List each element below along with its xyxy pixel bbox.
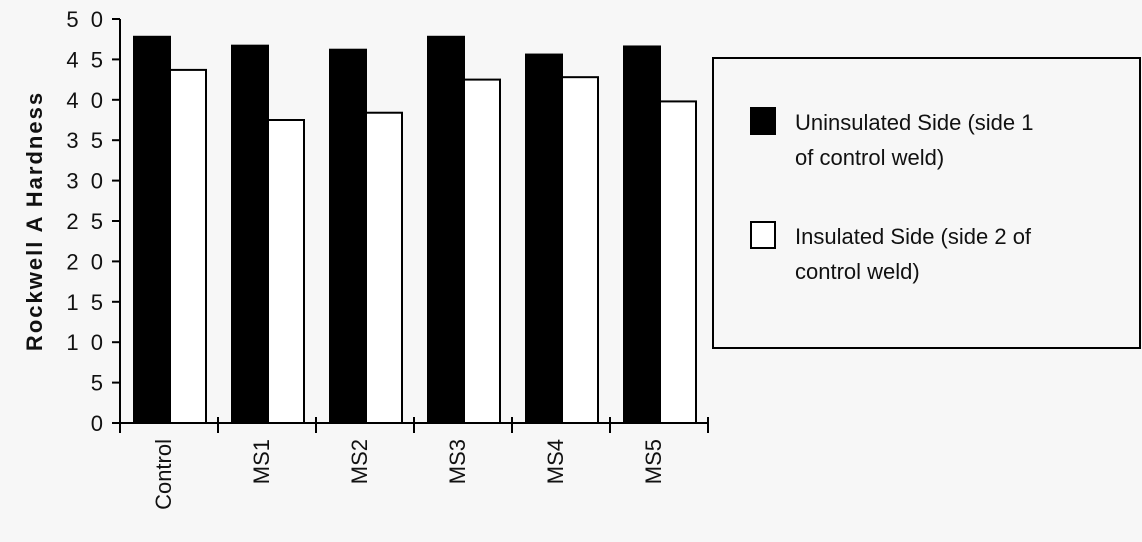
bar-uninsulated-control — [133, 35, 171, 424]
bar-uninsulated-ms2 — [329, 48, 367, 424]
bar-insulated-ms4 — [561, 76, 599, 425]
bar-insulated-ms5 — [659, 100, 697, 425]
legend-box — [712, 57, 1141, 349]
y-tick-label: 4 0 — [66, 88, 106, 113]
bar-uninsulated-ms1 — [231, 44, 269, 424]
y-tick-label: 3 0 — [66, 169, 106, 194]
bar-insulated-ms2 — [365, 111, 403, 424]
x-category-label: MS5 — [641, 439, 666, 484]
bar-insulated-ms3 — [463, 78, 501, 424]
y-tick-label: 5 — [91, 371, 106, 396]
x-category-label: MS4 — [543, 439, 568, 484]
y-tick-label: 1 5 — [66, 290, 106, 315]
bar-uninsulated-ms5 — [623, 45, 661, 425]
y-tick-label: 5 0 — [66, 7, 106, 32]
bar-uninsulated-ms4 — [525, 53, 563, 424]
x-category-label: MS3 — [445, 439, 470, 484]
x-category-label: Control — [151, 439, 176, 510]
y-tick-label: 0 — [91, 411, 106, 436]
legend-swatch-insulated — [750, 221, 776, 249]
x-category-label: MS1 — [249, 439, 274, 484]
legend-label-insulated-line2: control weld) — [795, 259, 920, 284]
legend-swatch-uninsulated — [750, 107, 776, 135]
x-category-label: MS2 — [347, 439, 372, 484]
y-tick-label: 2 0 — [66, 249, 106, 274]
y-axis-ticks: 0 5 1 0 1 5 2 0 2 5 3 0 3 5 4 0 4 5 5 0 — [66, 7, 120, 436]
y-axis-label: Rockwell A Hardness — [22, 91, 47, 351]
y-tick-label: 1 0 — [66, 330, 106, 355]
bar-insulated-ms1 — [267, 119, 305, 424]
y-tick-label: 3 5 — [66, 128, 106, 153]
y-tick-label: 2 5 — [66, 209, 106, 234]
legend: Uninsulated Side (side 1 of control weld… — [712, 57, 1141, 349]
bar-insulated-control — [169, 68, 207, 425]
y-tick-label: 4 5 — [66, 47, 106, 72]
legend-label-insulated-line1: Insulated Side (side 2 of — [795, 224, 1032, 249]
legend-label-uninsulated-line1: Uninsulated Side (side 1 — [795, 110, 1033, 135]
legend-label-uninsulated-line2: of control weld) — [795, 145, 944, 170]
x-axis-ticks: Control MS1 MS2 MS3 MS4 MS5 — [119, 417, 709, 510]
bar-uninsulated-ms3 — [427, 35, 465, 424]
